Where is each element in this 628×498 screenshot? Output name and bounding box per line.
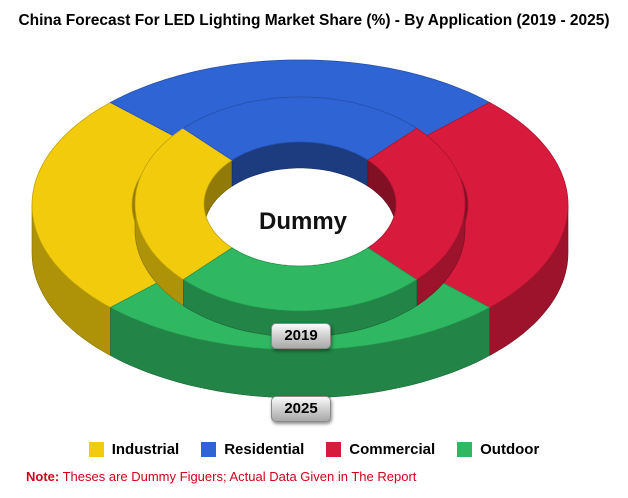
footnote: Note: Theses are Dummy Figuers; Actual D…	[26, 469, 416, 484]
legend-item-outdoor: Outdoor	[457, 441, 539, 458]
legend-label-outdoor: Outdoor	[480, 441, 540, 458]
year-badge-inner: 2019	[271, 323, 331, 349]
legend-label-industrial: Industrial	[111, 441, 180, 458]
legend-item-residential: Residential	[201, 441, 304, 458]
legend-label-residential: Residential	[224, 441, 305, 458]
legend-swatch-commercial	[326, 442, 342, 457]
legend-item-commercial: Commercial	[326, 441, 435, 458]
year-badge-outer: 2025	[271, 396, 331, 422]
footnote-text: Theses are Dummy Figuers; Actual Data Gi…	[59, 469, 417, 484]
chart-legend: Industrial Residential Commercial Outdoo…	[0, 441, 628, 458]
ring-2019	[134, 96, 466, 338]
legend-swatch-industrial	[88, 442, 104, 457]
chart-title: China Forecast For LED Lighting Market S…	[18, 12, 610, 29]
footnote-prefix: Note:	[26, 469, 60, 484]
legend-swatch-residential	[201, 442, 217, 457]
legend-item-industrial: Industrial	[88, 441, 180, 458]
slice-2019-outdoor	[182, 247, 418, 312]
legend-swatch-outdoor	[457, 442, 473, 457]
center-label: Dummy	[258, 208, 348, 235]
legend-label-commercial: Commercial	[349, 441, 436, 458]
